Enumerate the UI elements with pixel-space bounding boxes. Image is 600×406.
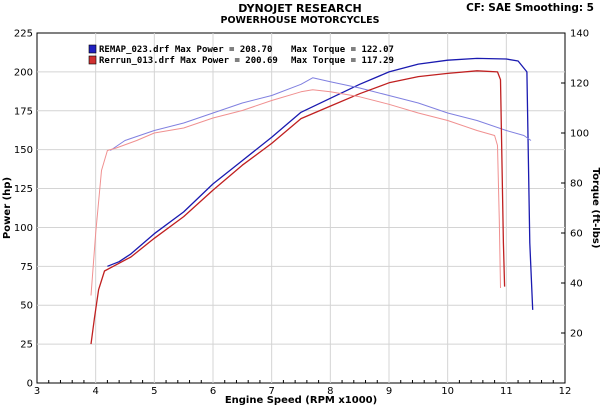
x-tick-label: 8 [327, 386, 333, 397]
data-series [90, 57, 534, 345]
legend-torque-label: Max Torque = 117.29 [291, 56, 394, 66]
y-left-tick-label: 50 [20, 301, 33, 312]
x-axis-label: Engine Speed (RPM x1000) [225, 395, 377, 406]
y-right-tick-label: 20 [570, 329, 583, 340]
y-axis-label-right: Torque (ft-lbs) [590, 168, 600, 249]
y-right-tick-label: 60 [570, 229, 583, 240]
axis-ticks: 3 4 5 6 7 8 9 10 11 12025507510012515017520022520… [14, 29, 589, 398]
chart-subtitle: POWERHOUSE MOTORCYCLES [220, 15, 380, 26]
legend: REMAP_023.drf Max Power = 208.70 Max Torq… [88, 44, 394, 66]
legend-swatch [88, 55, 97, 65]
x-tick-label: 5 [151, 386, 157, 397]
grid-lines [37, 33, 565, 383]
plot-area [36, 32, 566, 384]
x-tick-label: 11 [500, 386, 513, 397]
y-left-tick-label: 0 [27, 379, 33, 390]
legend-label: Rerrun_013.drf Max Power = 200.69 [99, 56, 278, 66]
legend-label: REMAP_023.drf Max Power = 208.70 [99, 45, 272, 55]
y-right-tick-label: 100 [570, 129, 589, 140]
y-left-tick-label: 25 [20, 340, 33, 351]
y-right-tick-label: 80 [570, 179, 583, 190]
y-left-tick-label: 75 [20, 262, 33, 273]
y-left-tick-label: 175 [14, 106, 33, 117]
legend-swatch [88, 44, 97, 54]
x-tick-label: 6 [210, 386, 216, 397]
y-left-tick-label: 200 [14, 67, 33, 78]
y-left-tick-label: 150 [14, 145, 33, 156]
y-right-tick-label: 120 [570, 79, 589, 90]
x-tick-label: 7 [268, 386, 274, 397]
y-left-tick-label: 100 [14, 223, 33, 234]
power-curve-rerun [90, 70, 506, 345]
x-tick-label: 3 [34, 386, 40, 397]
x-tick-label: 9 [386, 386, 392, 397]
correction-settings: CF: SAE Smoothing: 5 [466, 2, 594, 14]
torque-curve-remap [110, 77, 532, 151]
torque-curve-rerun [90, 89, 501, 296]
x-tick-label: 10 [441, 386, 454, 397]
x-tick-label: 4 [92, 386, 98, 397]
legend-torque-label: Max Torque = 122.07 [291, 45, 394, 55]
chart-title: DYNOJET RESEARCH [238, 2, 362, 15]
y-right-tick-label: 40 [570, 279, 583, 290]
y-right-tick-label: 140 [570, 29, 589, 40]
y-axis-label-left: Power (hp) [2, 177, 13, 239]
y-left-tick-label: 125 [14, 184, 33, 195]
power-curve-remap [107, 57, 534, 310]
x-tick-label: 12 [559, 386, 572, 397]
y-left-tick-label: 225 [14, 29, 33, 40]
